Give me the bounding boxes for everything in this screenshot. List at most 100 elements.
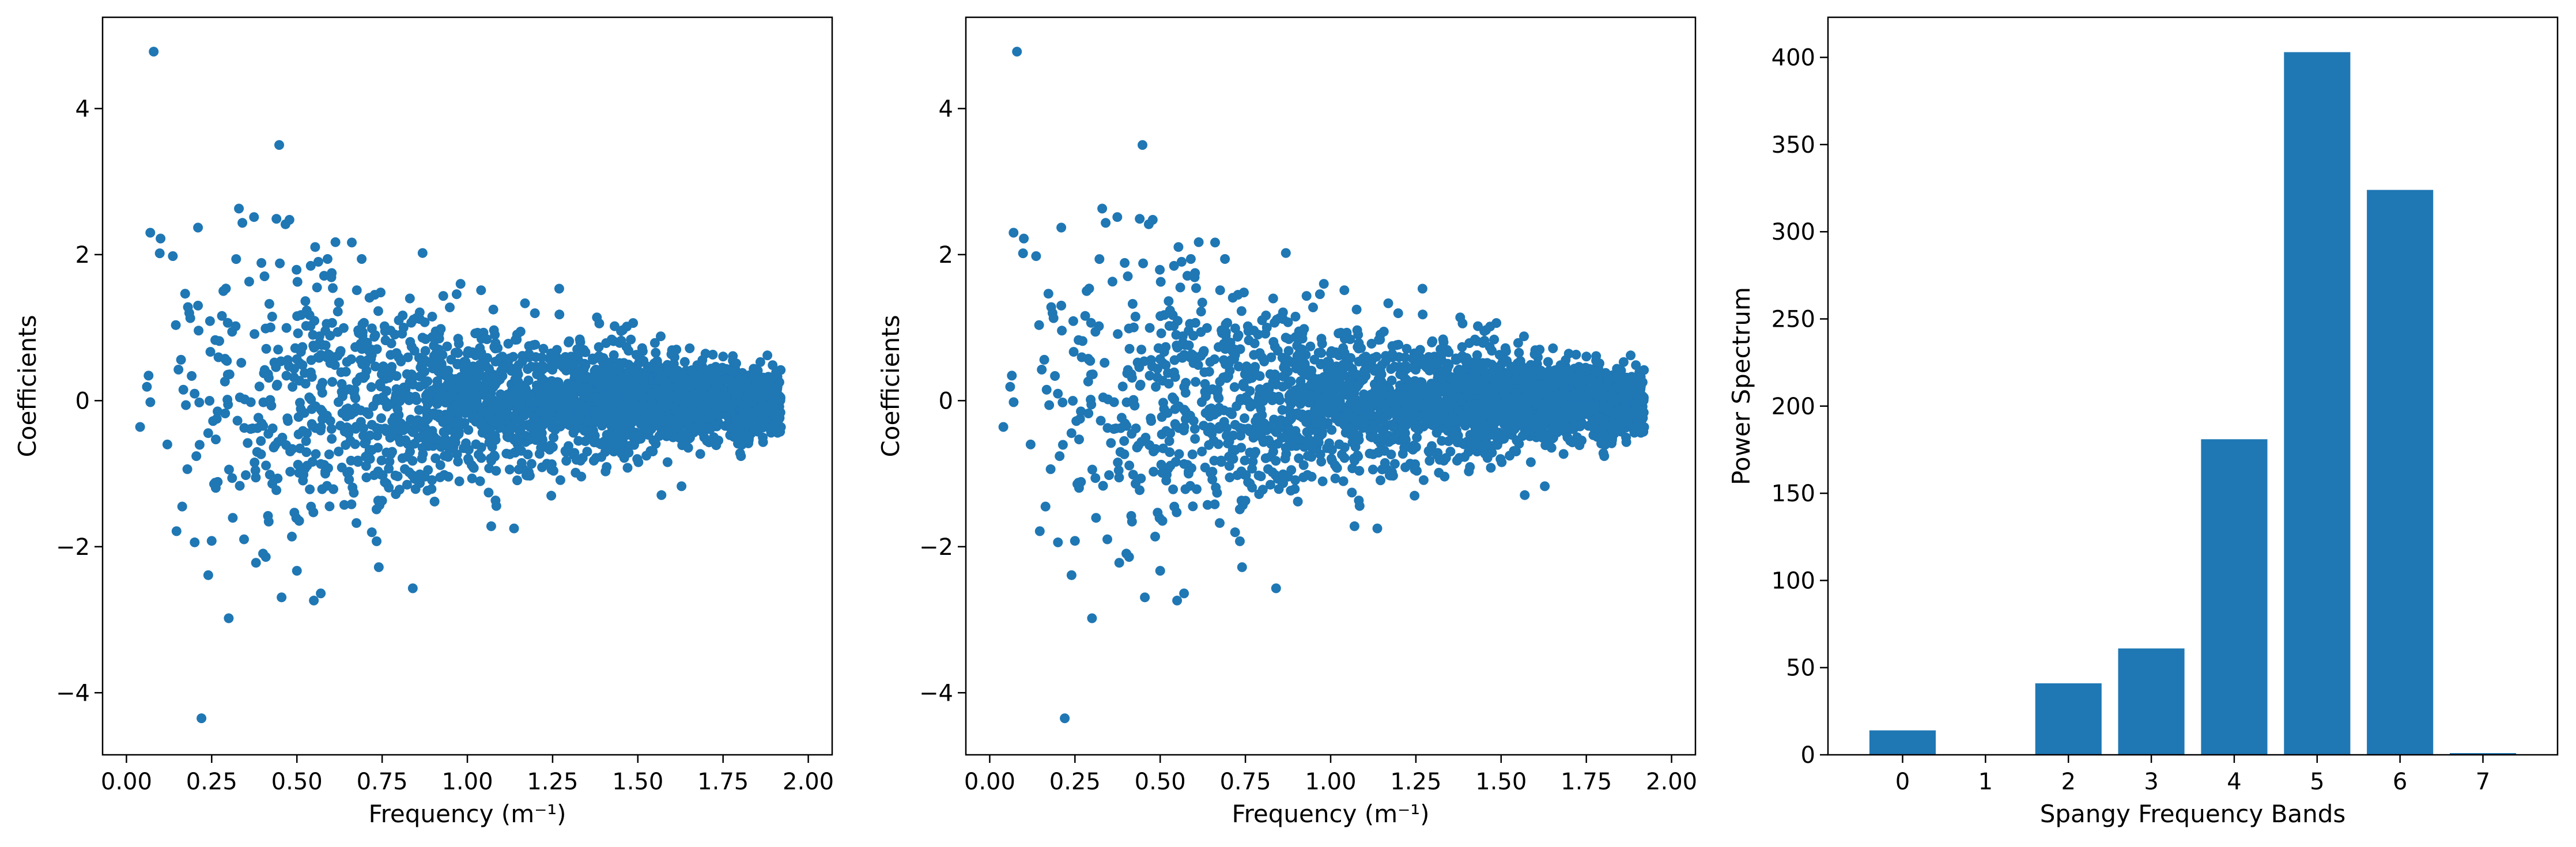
scatter-panel-1-point [547,442,558,452]
scatter-panel-1-point [267,479,277,489]
scatter-panel-1-point [280,219,290,229]
scatter-panel-2-point [1352,325,1362,335]
scatter-panel-2-point [1068,347,1079,357]
scatter-panel-2-point [1514,347,1524,358]
scatter-panel-2-point [1539,421,1549,430]
scatter-panel-2-point [1086,399,1097,410]
scatter-panel-1-point [542,459,552,469]
scatter-panel-1-point [271,381,282,391]
scatter-panel-1-point [350,342,360,352]
scatter-panel-2-point [1210,237,1220,248]
scatter-panel-1-point [442,341,452,351]
scatter-panel-1-point [298,426,308,436]
scatter-panel-2-point [1378,327,1389,336]
scatter-panel-2-point [1305,341,1316,351]
scatter-panel-1-point [695,449,705,459]
scatter-panel-1-point [625,441,635,451]
scatter-panel-1-point [461,438,471,448]
scatter-panel-1-point [293,328,303,338]
scatter-panel-1-point [251,472,261,483]
scatter-panel-1-point [427,332,437,342]
scatter-panel-1-point [220,354,230,364]
scatter-panel-1-point [592,312,602,323]
scatter-panel-2-point [1540,481,1550,491]
scatter-panel-1-point [173,365,184,375]
scatter-panel-2-point [1233,361,1244,372]
scatter-panel-1-point [550,382,561,392]
scatter-panel-2-point [1412,432,1422,443]
scatter-panel-2-point [1308,302,1318,312]
scatter-panel-1-point [176,354,186,365]
scatter-panel-1-x-tick-label: 1.00 [441,769,493,795]
scatter-panel-1-point [605,444,615,454]
scatter-panel-1-point [210,335,221,345]
scatter-panel-1-point [443,379,453,390]
scatter-panel-1-point [361,472,372,483]
scatter-panel-1-point [671,345,682,355]
scatter-panel-2-point [1376,475,1385,486]
scatter-panel-1-point [288,381,298,392]
scatter-panel-2-point [1216,455,1226,466]
scatter-panel-2-point [1179,382,1189,392]
scatter-panel-2-point [1130,312,1140,322]
scatter-panel-1-point [614,441,624,452]
scatter-panel-1-point [668,359,679,369]
scatter-panel-1-point [745,418,756,429]
scatter-panel-1-point [258,549,268,559]
scatter-panel-1-point [589,434,599,445]
scatter-panel-1-point [168,251,178,261]
scatter-panel-2-point [1298,460,1309,470]
scatter-panel-1-point [224,464,234,475]
scatter-panel-2-point [1485,430,1495,440]
scatter-panel-1-point [292,354,302,364]
scatter-panel-1-point [398,323,409,332]
scatter-panel-1-point [635,416,645,426]
scatter-panel-2-point [1161,342,1171,352]
scatter-panel-1-point [322,254,333,264]
scatter-panel-1-point [677,369,687,380]
scatter-panel-1-point [726,406,736,416]
scatter-panel-1-point [296,404,306,414]
scatter-panel-2: 0.00 0.25 0.50 0.75 1.00 1.25 1.50 1.75 2.00 −4−… [877,16,1697,828]
scatter-panel-2-point [1453,353,1463,364]
scatter-panel-2-point [1548,343,1558,353]
scatter-panel-2-point [1324,401,1335,411]
scatter-panel-1-point [677,429,688,439]
scatter-panel-2-point [1191,283,1201,293]
scatter-panel-1-point [513,377,523,387]
scatter-panel-1-point [476,285,486,296]
scatter-panel-1-x-tick-label: 0.75 [357,769,408,795]
scatter-panel-1-point [208,416,218,426]
scatter-panel-1-point [512,335,522,345]
scatter-panel-1-point [526,459,537,469]
scatter-panel-1-point [145,397,156,407]
scatter-panel-1-point [364,293,375,303]
scatter-panel-1-point [700,402,710,413]
scatter-panel-1-point [660,426,671,437]
scatter-panel-2-point [1123,271,1133,281]
scatter-panel-1-x-axis: 0.00 0.25 0.50 0.75 1.00 1.25 1.50 1.75 2.00 [101,755,834,795]
scatter-panel-2-point [1098,481,1108,491]
scatter-panel-1-point [407,456,418,466]
scatter-panel-1-point [273,437,284,447]
scatter-panel-2-point [1117,381,1128,392]
scatter-panel-1-x-tick-label: 1.50 [612,769,663,795]
scatter-panel-2-point [1204,366,1214,377]
scatter-panel-1-point [433,344,444,354]
scatter-panel-1-point [415,371,425,381]
scatter-panel-1-point [515,415,525,426]
scatter-panel-1-point [377,368,387,378]
scatter-panel-1-point [490,496,501,506]
scatter-panel-1-point [356,405,366,415]
scatter-panel-2-point [1084,283,1094,294]
scatter-panel-2-point [1037,365,1047,375]
scatter-panel-1-point [261,343,271,354]
scatter-panel-2-point [1472,350,1482,360]
scatter-panel-1-point [426,484,437,494]
scatter-panel-2-point [1316,334,1327,344]
scatter-panel-2-point [1237,562,1247,572]
scatter-panel-2-point [1100,358,1110,368]
scatter-panel-2-point [1260,390,1270,400]
scatter-panel-1-point [431,351,441,362]
scatter-panel-1-point [391,348,402,358]
